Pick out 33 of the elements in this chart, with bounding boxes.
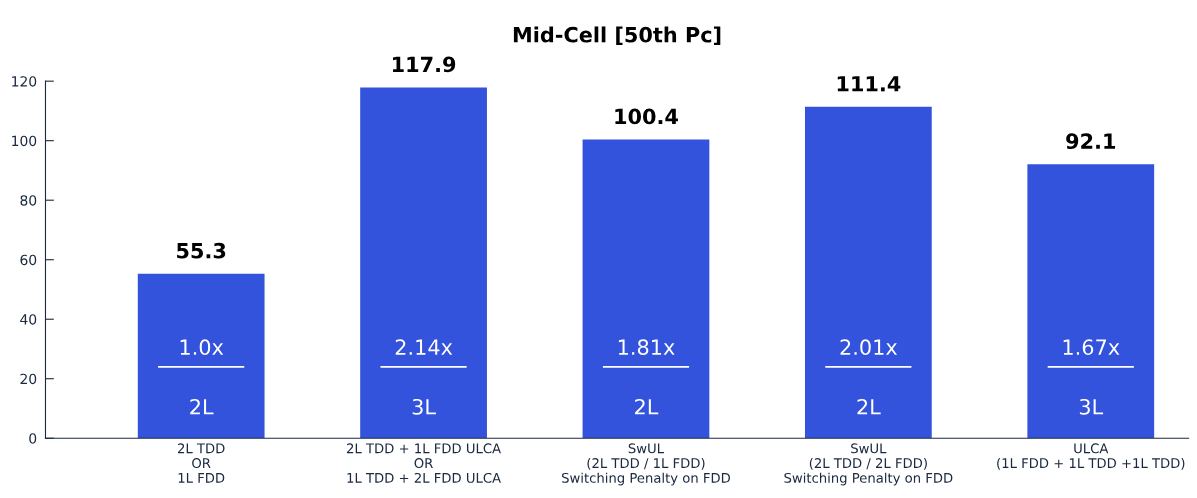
annotation: 2.14x <box>395 339 453 355</box>
bar <box>804 106 932 439</box>
annotation: 1.0x <box>180 339 224 356</box>
bar <box>1027 164 1155 439</box>
x-tick-label: SwUL (2L TDD / 2L FDD) Switching Penalty on FDD <box>784 443 953 486</box>
y-tick-label: 80 <box>20 195 37 206</box>
annotation: 1.81x <box>618 339 675 356</box>
bar <box>582 139 710 439</box>
data-label: 92.1 <box>1066 133 1116 150</box>
y-tick-label: 40 <box>20 314 37 325</box>
annotation: 3L <box>1079 398 1104 415</box>
annotation: 1.67x <box>1063 339 1120 356</box>
x-tick-label: SwUL (2L TDD / 1L FDD) Switching Penalty on FDD <box>562 443 731 486</box>
y-tick-label: 120 <box>12 76 37 87</box>
annotation: 2.01x <box>840 339 898 356</box>
annotation: 2L <box>190 398 214 415</box>
y-tick-label: 60 <box>20 254 37 266</box>
x-tick-label: 2L TDD + 1L FDD ULCA OR 1L TDD + 2L FDD ULCA <box>347 443 501 483</box>
y-tick-label: 20 <box>20 373 37 385</box>
y-tick-label: 100 <box>12 135 37 147</box>
data-label: 111.4 <box>837 76 901 92</box>
annotation: 2L <box>857 398 881 415</box>
x-tick-label: 2L TDD OR 1L FDD <box>177 443 225 483</box>
data-label: 117.9 <box>392 56 456 73</box>
annotation: 3L <box>412 398 436 415</box>
bar <box>137 273 265 439</box>
x-tick-label: ULCA (1L FDD + 1L TDD +1L TDD) <box>997 443 1185 470</box>
y-tick-label: 0 <box>29 433 37 444</box>
data-label: 55.3 <box>177 242 226 259</box>
annotation: 2L <box>635 398 659 415</box>
data-label: 100.4 <box>615 108 678 125</box>
chart-title: Mid-Cell [50th Pc] <box>513 26 721 46</box>
bar <box>360 87 487 439</box>
